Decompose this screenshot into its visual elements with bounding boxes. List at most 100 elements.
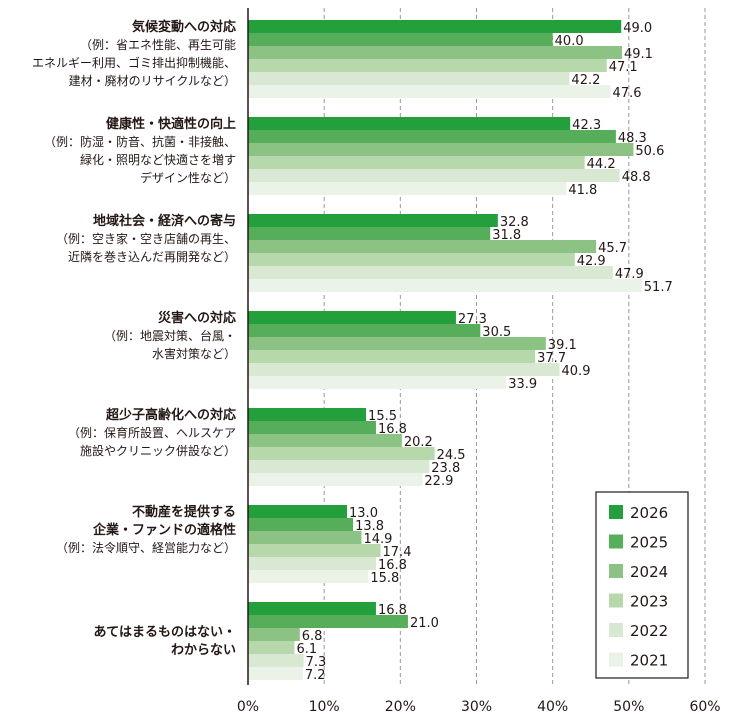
data-label: 37.7	[537, 351, 566, 366]
legend-swatch-2025	[609, 534, 623, 549]
x-tick-label: 0%	[237, 699, 259, 715]
data-label: 44.2	[587, 157, 616, 172]
bar-2025	[248, 421, 376, 434]
data-label: 6.1	[296, 642, 317, 657]
category-example: （例：保育所設置、ヘルスケア	[68, 425, 236, 440]
bar-2025	[248, 130, 616, 143]
bar-2026	[248, 602, 376, 615]
bar-2022	[248, 363, 560, 376]
data-label: 47.6	[613, 86, 642, 101]
data-label: 13.8	[355, 519, 384, 534]
data-label: 50.6	[635, 144, 664, 159]
category-title: 健康性・快適性の向上	[106, 116, 236, 132]
data-label: 47.1	[609, 60, 638, 75]
data-label: 40.0	[555, 34, 584, 49]
category-title: あてはまるものはない・	[94, 625, 236, 640]
bar-2026	[248, 20, 622, 33]
bar-2022	[248, 169, 620, 182]
category-example: 近隣を巻き込んだ再開発など）	[68, 249, 236, 264]
data-label: 24.5	[437, 448, 466, 463]
bar-2026	[248, 311, 456, 324]
bar-2024	[248, 240, 597, 253]
data-label: 7.3	[306, 655, 327, 670]
legend-swatch-2021	[609, 652, 623, 667]
bar-2021	[248, 570, 369, 583]
data-label: 41.8	[568, 183, 597, 198]
bar-2025	[248, 518, 354, 531]
bar-2022	[248, 72, 570, 85]
bar-2023	[248, 59, 607, 72]
category-example: 建材・廃材のリサイクルなど）	[69, 73, 236, 88]
category-example: エネルギー利用、ゴミ排出抑制機能、	[32, 55, 236, 70]
category-title: 超少子高齢化への対応	[106, 407, 236, 423]
bar-2026	[248, 408, 367, 421]
legend-label: 2025	[630, 534, 668, 552]
legend-label: 2024	[630, 563, 668, 581]
bar-2024	[248, 143, 634, 156]
category-example: （例：法令順守、経営能力など）	[56, 540, 236, 555]
data-label: 15.5	[368, 409, 397, 424]
bar-2024	[248, 628, 300, 641]
bar-2023	[248, 253, 575, 266]
bar-2022	[248, 266, 613, 279]
bar-2024	[248, 531, 362, 544]
data-label: 27.3	[458, 312, 487, 327]
data-label: 16.8	[378, 603, 407, 618]
category-title: 企業・ファンドの適格性	[92, 522, 236, 538]
data-label: 42.9	[577, 254, 606, 269]
data-label: 47.9	[615, 267, 644, 282]
data-label: 31.8	[492, 228, 521, 243]
category-example: （例：省エネ性能、再生可能	[80, 38, 236, 52]
data-label: 49.1	[624, 47, 653, 62]
legend-label: 2026	[630, 504, 668, 522]
data-label: 22.9	[424, 474, 453, 489]
category-example: （例：防湿・防音、抗菌・非接触、	[44, 134, 236, 149]
x-tick-label: 60%	[689, 699, 720, 715]
data-label: 21.0	[410, 616, 439, 631]
data-label: 7.2	[305, 668, 326, 683]
category-example: 水害対策など）	[152, 346, 236, 361]
bar-2023	[248, 156, 585, 169]
data-label: 39.1	[548, 338, 577, 353]
data-label: 17.4	[383, 545, 412, 560]
data-label: 42.3	[572, 118, 601, 133]
bar-2021	[248, 376, 507, 389]
data-label: 15.8	[370, 571, 399, 586]
data-label: 30.5	[482, 325, 511, 340]
bar-2022	[248, 557, 376, 570]
bar-2025	[248, 615, 408, 628]
data-label: 48.8	[622, 170, 651, 185]
category-example: （例：地震対策、台風・	[104, 328, 236, 343]
bar-2024	[248, 434, 402, 447]
x-tick-label: 20%	[385, 699, 416, 715]
bar-2022	[248, 654, 304, 667]
legend-swatch-2026	[609, 505, 623, 519]
bar-2026	[248, 214, 498, 227]
x-tick-label: 30%	[461, 699, 492, 715]
bar-2021	[248, 473, 423, 486]
bar-2026	[248, 117, 571, 130]
bar-2022	[248, 460, 430, 473]
legend-swatch-2023	[609, 593, 623, 608]
category-title: 地域社会・経済への寄与	[93, 213, 236, 229]
category-example: デザイン性など）	[140, 170, 236, 185]
bar-2026	[248, 505, 348, 518]
category-example: （例：空き家・空き店舗の再生、	[56, 231, 236, 246]
category-example: 施設やクリニック併設など）	[80, 443, 236, 458]
data-label: 49.0	[623, 21, 652, 36]
bar-2025	[248, 324, 481, 337]
data-label: 20.2	[404, 435, 433, 450]
data-label: 16.8	[378, 558, 407, 573]
data-label: 6.8	[302, 629, 323, 644]
legend-box	[595, 491, 689, 679]
data-label: 33.9	[508, 377, 537, 392]
bar-2024	[248, 46, 622, 59]
bar-2023	[248, 641, 295, 654]
category-title: 気候変動への対応	[132, 19, 236, 35]
data-label: 45.7	[598, 241, 627, 256]
data-label: 40.9	[562, 364, 591, 379]
data-label: 51.7	[644, 280, 673, 295]
bar-2023	[248, 350, 536, 363]
